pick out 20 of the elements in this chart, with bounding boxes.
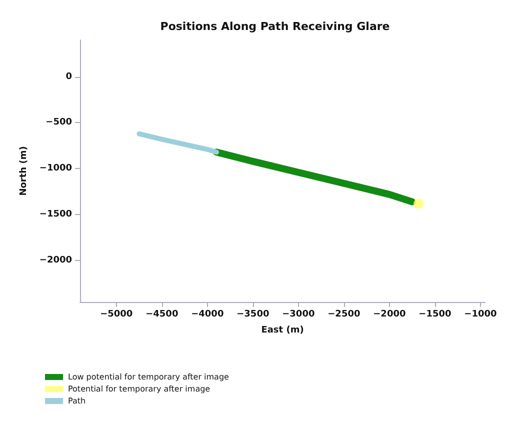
y-tick-label: 0 [66, 72, 72, 82]
x-tick-label: −5000 [100, 310, 133, 320]
x-tick-label: −4500 [146, 310, 178, 320]
y-tick-label: −2000 [39, 256, 72, 266]
x-tick-label: −3000 [282, 310, 315, 320]
y-axis-title: North (m) [19, 146, 30, 196]
x-tick-label: −1500 [418, 310, 452, 320]
y-tick-label: −1000 [39, 164, 72, 174]
x-tick-label: −1000 [464, 310, 497, 320]
x-axis-title: East (m) [261, 326, 304, 336]
y-tick-label: −1500 [39, 210, 72, 220]
y-tick-label: −500 [46, 118, 72, 128]
x-tick-label: −3500 [236, 310, 270, 320]
x-tick-label: −4000 [191, 310, 224, 320]
chart-title: Positions Along Path Receiving Glare [160, 20, 390, 33]
legend-label: Low potential for temporary after image [68, 372, 230, 382]
x-tick-label: −2500 [328, 310, 360, 320]
legend-label: Path [68, 396, 86, 406]
x-tick-label: −2000 [373, 310, 406, 320]
legend-label: Potential for temporary after image [68, 384, 210, 394]
